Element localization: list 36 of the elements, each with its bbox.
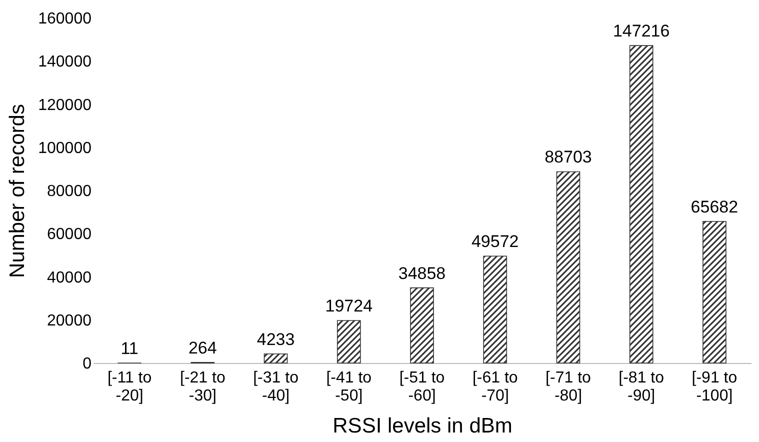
x-tick-label: [-81 to -90] — [618, 370, 664, 404]
x-tick-label: [-51 to -60] — [399, 370, 445, 404]
y-tick-label: 100000 — [38, 140, 92, 157]
x-tick-label: [-41 to -50] — [326, 370, 372, 404]
y-tick-label: 120000 — [38, 96, 92, 114]
y-axis-title: Number of records — [6, 104, 30, 278]
bar — [336, 320, 361, 364]
bar — [410, 287, 434, 364]
y-tick-label: 160000 — [38, 10, 92, 28]
x-axis-title: RSSI levels in dBm — [332, 414, 512, 438]
data-label: 11 — [120, 338, 138, 358]
x-tick-label: [-61 to -70] — [472, 370, 518, 404]
x-tick-label: [-11 to -20] — [107, 370, 152, 404]
x-tick-label: [-21 to -30] — [180, 370, 226, 404]
y-tick-label: 20000 — [47, 312, 92, 330]
data-label: 88703 — [544, 148, 592, 167]
y-tick-label: 140000 — [38, 54, 92, 71]
data-label: 34858 — [398, 264, 446, 283]
bar — [702, 220, 726, 364]
data-label: 147216 — [612, 22, 670, 41]
bar — [483, 256, 508, 364]
bar — [556, 171, 580, 364]
data-label: 65682 — [690, 197, 738, 216]
y-tick-label: 40000 — [47, 269, 92, 286]
data-label: 4233 — [256, 330, 295, 349]
y-tick-label: 60000 — [47, 226, 92, 244]
x-tick-label: [-91 to -100] — [692, 370, 738, 404]
data-label: 49572 — [471, 232, 519, 252]
x-tick-label: [-31 to -40] — [253, 370, 299, 404]
data-label: 19724 — [325, 296, 373, 316]
bar — [264, 353, 288, 364]
bar — [629, 45, 654, 364]
y-tick-label: 80000 — [47, 183, 92, 200]
y-tick-label: 0 — [82, 356, 92, 372]
x-tick-label: [-71 to -80] — [546, 370, 592, 404]
data-label: 264 — [188, 338, 217, 358]
